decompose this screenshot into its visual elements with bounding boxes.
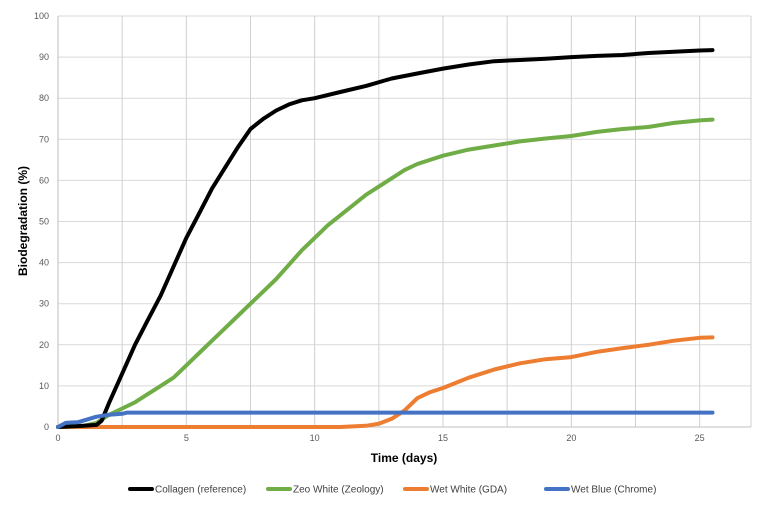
legend-item: Zeo White (Zeology) xyxy=(266,485,384,496)
y-tick-label: 100 xyxy=(34,11,49,21)
y-tick-label: 80 xyxy=(39,93,49,103)
y-tick-label: 30 xyxy=(39,299,49,309)
y-tick-label: 20 xyxy=(39,340,49,350)
series-line-collagen-reference xyxy=(56,48,715,429)
y-tick-label: 0 xyxy=(44,422,49,432)
x-tick-label: 15 xyxy=(438,433,448,443)
legend-item: Wet White (GDA) xyxy=(403,485,507,496)
legend: Collagen (reference) Zeo White (Zeology) W… xyxy=(128,485,656,496)
series-line-wet-blue-chrome xyxy=(56,410,715,429)
x-tick-label: 25 xyxy=(695,433,705,443)
y-tick-label: 60 xyxy=(39,175,49,185)
y-tick-label: 70 xyxy=(39,134,49,144)
legend-label: Wet Blue (Chrome) xyxy=(571,485,656,496)
series-line-wet-white-gda xyxy=(56,335,715,429)
legend-item: Wet Blue (Chrome) xyxy=(544,485,656,496)
legend-item: Collagen (reference) xyxy=(128,485,246,496)
y-axis-title: Biodegradation (%) xyxy=(16,166,30,276)
series-line-zeo-white-zeology xyxy=(56,117,715,429)
x-tick-label: 5 xyxy=(184,433,189,443)
y-tick-label: 40 xyxy=(39,258,49,268)
y-tick-label: 90 xyxy=(39,52,49,62)
x-tick-labels: 0 5 10 15 20 25 xyxy=(55,433,704,443)
legend-label: Collagen (reference) xyxy=(155,485,246,496)
y-tick-label: 10 xyxy=(39,381,49,391)
legend-label: Zeo White (Zeology) xyxy=(293,485,384,496)
x-axis-title: Time (days) xyxy=(371,451,437,465)
legend-label: Wet White (GDA) xyxy=(430,485,507,496)
series-lines xyxy=(56,48,715,429)
x-tick-label: 0 xyxy=(55,433,60,443)
y-tick-labels: 0 10 20 30 40 50 60 70 80 90 100 xyxy=(34,11,49,432)
y-tick-label: 50 xyxy=(39,217,49,227)
x-tick-label: 10 xyxy=(310,433,320,443)
x-tick-label: 20 xyxy=(566,433,576,443)
